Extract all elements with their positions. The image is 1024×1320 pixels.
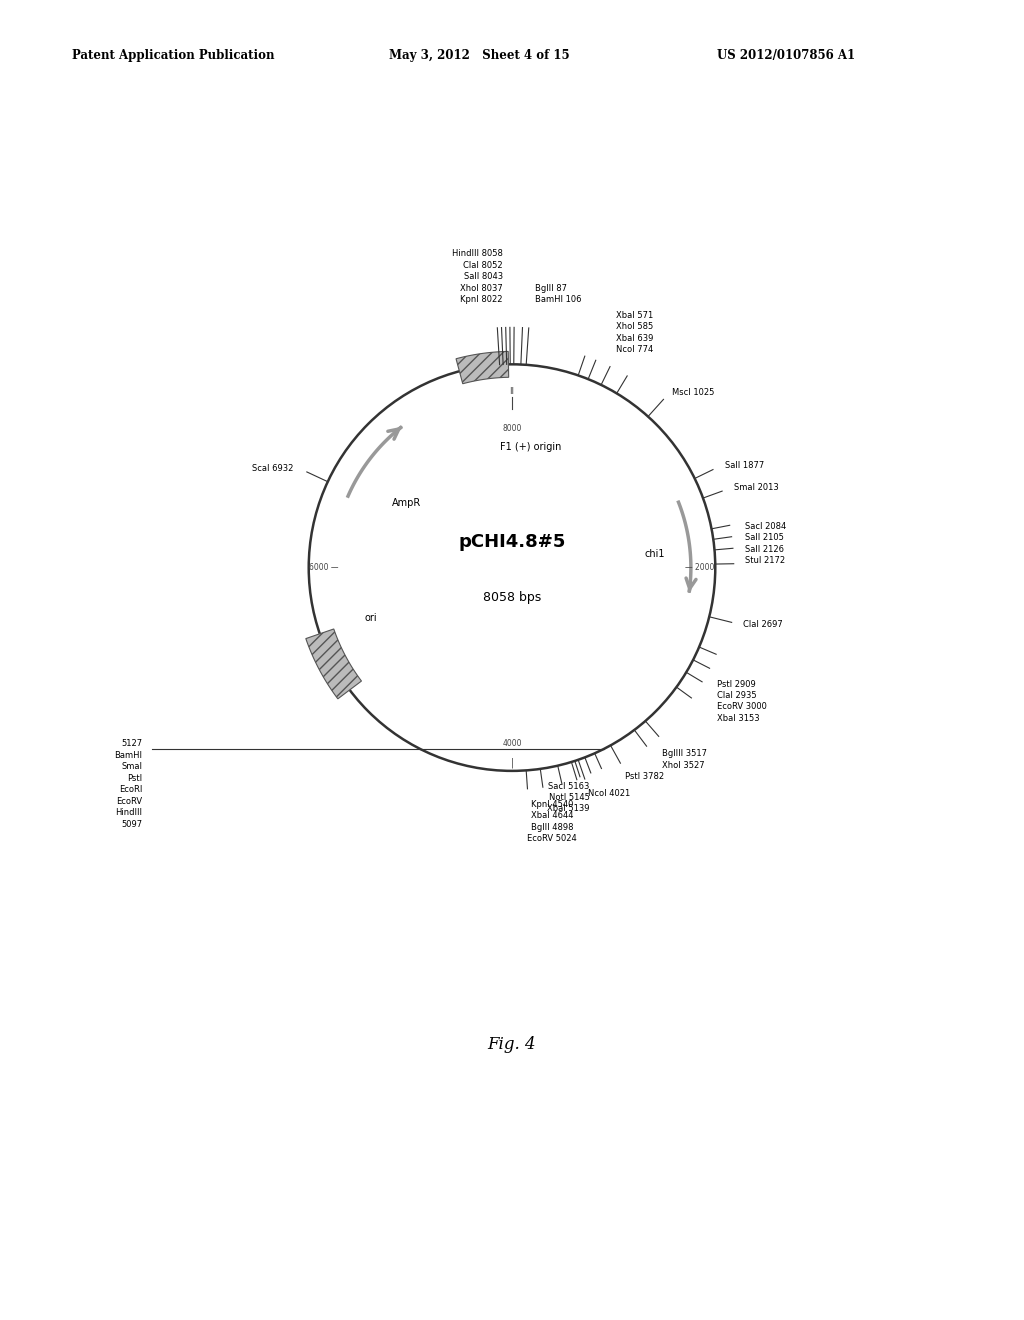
Text: PstI 3782: PstI 3782 xyxy=(626,772,665,781)
Text: HindIII 8058
ClaI 8052
SalI 8043
XhoI 8037
KpnI 8022: HindIII 8058 ClaI 8052 SalI 8043 XhoI 80… xyxy=(452,249,503,305)
Text: F1 (+) origin: F1 (+) origin xyxy=(500,442,561,451)
Text: ScaI 6932: ScaI 6932 xyxy=(253,463,294,473)
Text: SacI 5163
NotI 5145
XbaI 5139: SacI 5163 NotI 5145 XbaI 5139 xyxy=(547,781,590,813)
Text: KpnI 4540
XbaI 4644
BglII 4898
EcoRV 5024: KpnI 4540 XbaI 4644 BglII 4898 EcoRV 502… xyxy=(527,800,577,843)
Text: May 3, 2012   Sheet 4 of 15: May 3, 2012 Sheet 4 of 15 xyxy=(389,49,569,62)
Text: AmpR: AmpR xyxy=(391,498,421,508)
Text: PstI 2909
ClaI 2935
EcoRV 3000
XbaI 3153: PstI 2909 ClaI 2935 EcoRV 3000 XbaI 3153 xyxy=(717,680,767,723)
Text: MscI 1025: MscI 1025 xyxy=(673,388,715,397)
Text: SmaI 2013: SmaI 2013 xyxy=(734,483,779,492)
Polygon shape xyxy=(306,628,361,698)
Text: SacI 2084
SalI 2105
SalI 2126
StuI 2172: SacI 2084 SalI 2105 SalI 2126 StuI 2172 xyxy=(744,521,785,565)
Text: — 2000: — 2000 xyxy=(685,564,715,572)
Text: chi1: chi1 xyxy=(644,549,665,558)
Text: XbaI 571
XhoI 585
XbaI 639
NcoI 774: XbaI 571 XhoI 585 XbaI 639 NcoI 774 xyxy=(616,310,653,354)
Text: 6000 —: 6000 — xyxy=(309,564,339,572)
Text: ori: ori xyxy=(365,614,377,623)
Text: pCHI4.8#5: pCHI4.8#5 xyxy=(459,533,565,550)
Polygon shape xyxy=(456,351,509,384)
Text: 4000: 4000 xyxy=(502,739,522,748)
Text: Patent Application Publication: Patent Application Publication xyxy=(72,49,274,62)
Text: 8058 bps: 8058 bps xyxy=(483,590,541,603)
Text: US 2012/0107856 A1: US 2012/0107856 A1 xyxy=(717,49,855,62)
Text: BglIII 3517
XhoI 3527: BglIII 3517 XhoI 3527 xyxy=(662,750,707,770)
Text: SalI 1877: SalI 1877 xyxy=(725,461,764,470)
Text: Fig. 4: Fig. 4 xyxy=(487,1036,537,1053)
Text: ClaI 2697: ClaI 2697 xyxy=(743,620,783,630)
Text: NcoI 4021: NcoI 4021 xyxy=(588,788,631,797)
Text: |: | xyxy=(510,758,514,768)
Text: 5127
BamHI
SmaI
PstI
EcoRI
EcoRV
HindIII
5097: 5127 BamHI SmaI PstI EcoRI EcoRV HindIII… xyxy=(115,739,142,829)
Text: II: II xyxy=(510,387,514,396)
Text: BglII 87
BamHI 106: BglII 87 BamHI 106 xyxy=(536,284,582,305)
Text: 8000: 8000 xyxy=(503,424,521,433)
